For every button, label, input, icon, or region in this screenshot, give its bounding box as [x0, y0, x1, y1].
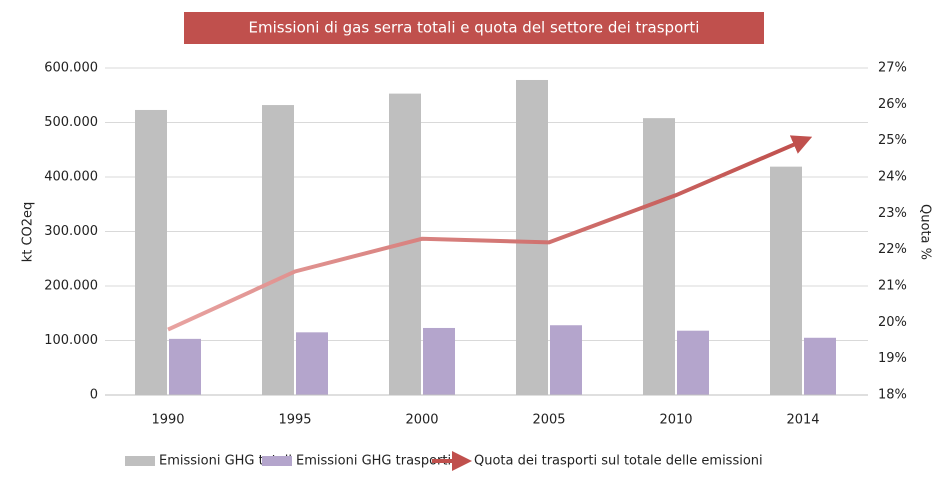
y-tick-label: 600.000 [44, 61, 98, 76]
x-tick-label: 2010 [659, 413, 692, 428]
legend-label: Emissioni GHG totali [159, 454, 292, 469]
x-tick-label: 2014 [786, 413, 819, 428]
y2-tick-label: 23% [878, 206, 907, 221]
x-tick-label: 1990 [151, 413, 184, 428]
legend-label: Emissioni GHG trasporti [296, 454, 451, 469]
bar [550, 325, 582, 395]
y-tick-label: 200.000 [44, 279, 98, 294]
bar [677, 330, 709, 395]
bar [169, 338, 201, 395]
y2-tick-label: 18% [878, 388, 907, 403]
y2-tick-label: 24% [878, 170, 907, 185]
y-tick-label: 300.000 [44, 224, 98, 239]
bar [262, 105, 294, 395]
y2-tick-label: 21% [878, 279, 907, 294]
x-tick-label: 2005 [532, 413, 565, 428]
legend-label: Quota dei trasporti sul totale delle emi… [474, 454, 763, 469]
y2-tick-label: 20% [878, 315, 907, 330]
legend-swatch [262, 456, 292, 466]
x-tick-label: 1995 [278, 413, 311, 428]
y2-axis-label: Quota % [918, 204, 933, 260]
legend-swatch [125, 456, 155, 466]
y-tick-label: 100.000 [44, 333, 98, 348]
bar [135, 109, 167, 395]
title-box [184, 12, 764, 44]
y2-tick-label: 22% [878, 242, 907, 257]
y-tick-label: 500.000 [44, 115, 98, 130]
y-axis-label: kt CO2eq [21, 202, 36, 263]
y-tick-label: 0 [90, 388, 98, 403]
x-tick-label: 2000 [405, 413, 438, 428]
chart-title: Emissioni di gas serra totali e quota de… [249, 19, 700, 37]
bar [770, 166, 802, 395]
bar [296, 332, 328, 395]
bar [423, 327, 455, 395]
bar [643, 118, 675, 395]
y2-tick-label: 26% [878, 97, 907, 112]
y2-tick-label: 25% [878, 133, 907, 148]
y-tick-label: 400.000 [44, 170, 98, 185]
line [167, 135, 813, 332]
bar [804, 337, 836, 395]
bar [516, 79, 548, 396]
y2-tick-label: 27% [878, 61, 907, 76]
y2-tick-label: 19% [878, 351, 907, 366]
